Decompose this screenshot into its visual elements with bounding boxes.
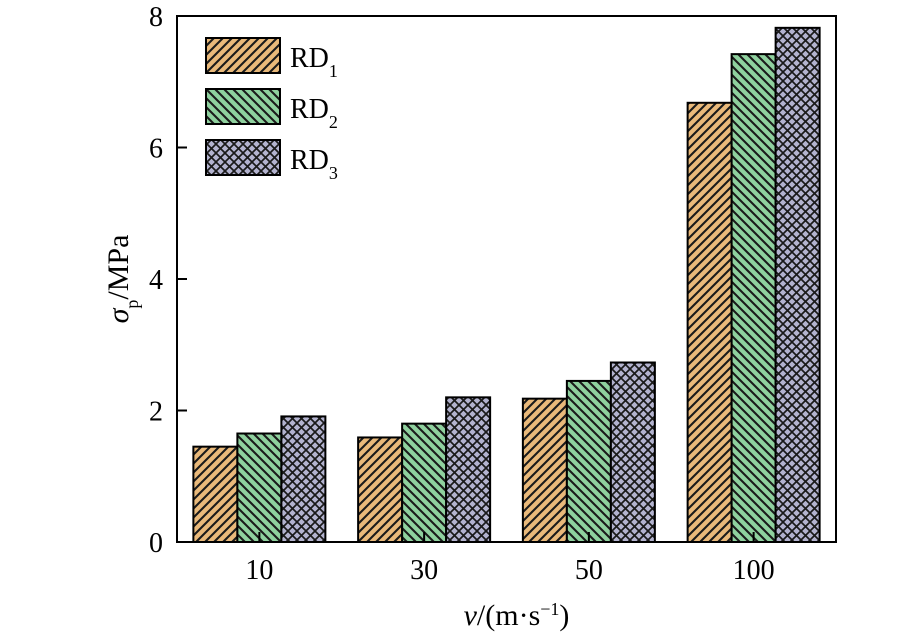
y-tick-label: 0 [149,528,163,559]
legend-swatch-RD2 [205,88,281,125]
y-tick-label: 8 [149,2,163,33]
y-tick-label: 4 [149,265,163,296]
bar-RD2-50 [565,379,612,543]
x-tick-label: 100 [733,555,775,586]
legend-swatch-RD3 [205,139,281,176]
legend-label-RD1: RD1 [290,43,338,81]
bar-RD2-30 [401,422,448,543]
y-axis-title: σp/MPa [102,235,142,324]
x-tick-label: 10 [245,555,273,586]
legend-label-RD2: RD2 [290,94,338,132]
bar-RD1-100 [686,101,733,543]
bar-RD1-50 [521,397,568,544]
x-tick-label: 50 [575,555,603,586]
ticks-layer: 0 2 4 6 8 10 30 50 100 [149,2,775,586]
legend-swatch-RD1 [205,37,281,74]
y-tick-label: 2 [149,397,163,428]
bar-RD3-30 [445,396,492,543]
bar-RD2-10 [236,432,283,544]
legend-label-RD3: RD3 [290,145,338,183]
x-axis-title: v/(m·s−1) [464,599,570,632]
y-tick-label: 6 [149,134,163,165]
bar-RD1-30 [357,436,404,543]
legend: RD1 RD2 RD3 [205,37,338,183]
bar-RD3-100 [774,26,821,543]
bar-RD3-50 [609,361,656,543]
bar-RD2-100 [730,53,777,543]
bar-RD3-10 [280,415,327,544]
bar-RD1-10 [192,445,239,544]
bars-layer [192,26,821,544]
x-tick-label: 30 [410,555,438,586]
